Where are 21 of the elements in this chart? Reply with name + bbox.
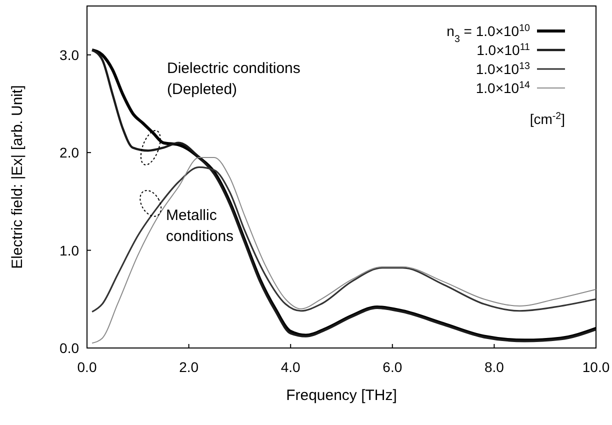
y-tick-label: 2.0	[60, 144, 80, 161]
x-tick-label: 8.0	[484, 359, 504, 375]
legend-label: 1.0×10$^{13}$	[476, 60, 531, 77]
legend-label: 1.0×10$^{11}$	[476, 42, 530, 58]
y-tick-label: 3.0	[60, 46, 80, 63]
x-tick-label: 0.0	[77, 359, 97, 375]
x-axis-title: Frequency [THz]	[286, 387, 397, 404]
x-tick-label: 2.0	[179, 359, 199, 375]
legend-label: 1.0×10$^{14}$	[476, 80, 531, 96]
annotation: Dielectric conditions (Depleted)	[167, 60, 300, 98]
line-series	[92, 156, 596, 344]
x-tick-label: 10.0	[582, 359, 610, 375]
y-axis-title: Electric field: |Ex| [arb. Unit]	[9, 85, 26, 269]
x-tick-label: 4.0	[280, 359, 301, 375]
legend-label: n$_{3}$ = 1.0×10$^{10}$	[446, 22, 531, 44]
y-tick-label: 0.0	[60, 340, 80, 356]
line-series	[91, 166, 597, 313]
annotation: [cm$^{-2}$]	[530, 110, 565, 127]
annotation: Metallic conditions	[166, 207, 234, 245]
y-tick-label: 1.0	[60, 242, 80, 258]
x-tick-label: 6.0	[382, 359, 402, 375]
